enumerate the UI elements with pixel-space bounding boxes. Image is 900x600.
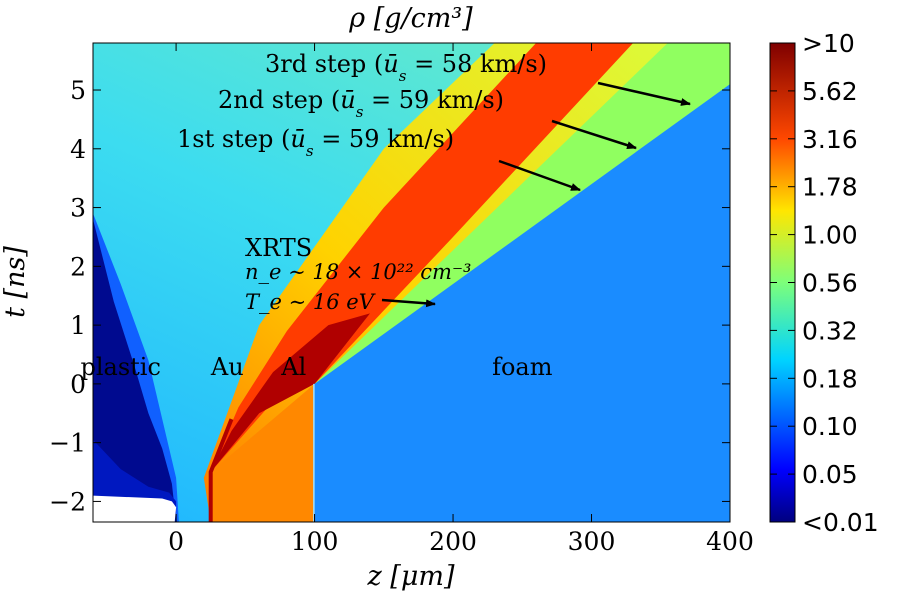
annotation-xrts: XRTS: [245, 234, 312, 262]
x-tick-label: 100: [291, 527, 339, 556]
shocked-foam-layer: [314, 43, 730, 384]
x-tick-label: 200: [429, 527, 477, 556]
x-tick-label: 300: [568, 527, 616, 556]
y-tick-label: 2: [70, 252, 86, 281]
y-axis-label: t [ns]: [0, 246, 31, 318]
y-tick-label: −1: [49, 429, 86, 458]
colorbar-tick-label: 0.18: [802, 364, 858, 393]
colorbar-ticks: >10 5.62 3.16 1.78 1.00 0.56 0.32 0.18 0.10 0.05 <…: [770, 29, 879, 537]
x-tick-label: 400: [706, 527, 754, 556]
arrow-xrts: [381, 298, 436, 308]
al-target-region: [210, 383, 315, 522]
y-tick-label: 4: [70, 135, 86, 164]
region-label: Al: [280, 353, 306, 381]
colorbar-tick-label: 1.78: [802, 173, 858, 202]
foam-region: [314, 84, 730, 522]
plot-area: [93, 43, 730, 522]
y-tick-label: 0: [70, 370, 86, 399]
arrow-step2: [551, 119, 637, 150]
annotation-ne: n_e ∼ 18 × 10²² cm⁻³: [245, 260, 471, 284]
y-tick-label: 5: [70, 76, 86, 105]
colorbar-tick-label: 0.05: [802, 460, 858, 489]
colorbar-tick-label: 5.62: [802, 77, 858, 106]
y-tick-label: −2: [49, 487, 86, 516]
colorbar-tick-label: 0.56: [802, 269, 858, 298]
x-tick-label: 0: [168, 527, 184, 556]
chart-title: ρ [g/cm³]: [348, 3, 473, 34]
y-tick-label: 3: [70, 194, 86, 223]
x-axis: 0 100 200 300 400: [168, 43, 754, 556]
y-axis: −2 −1 0 1 2 3 4 5: [49, 76, 730, 516]
annotations: plastic Au Al foam 3rd step (ūs = 58 km/s)2n…: [80, 50, 691, 381]
arrow-step1: [498, 159, 581, 192]
annotation-step3: 3rd step (ūs = 58 km/s): [265, 50, 547, 85]
colorbar-tick-label: 1.00: [802, 221, 858, 250]
colorbar-tick-label: 3.16: [802, 125, 858, 154]
colorbar-tick-label: >10: [802, 29, 855, 58]
au-layer-line: [208, 418, 234, 522]
region-label: plastic: [80, 353, 160, 381]
colorbar-tick-label: 0.10: [802, 412, 858, 441]
annotation-te: T_e ∼ 16 eV: [245, 290, 376, 314]
plastic-dense-region: [93, 219, 177, 522]
y-tick-label: 1: [70, 311, 86, 340]
annotation-step1: 1st step (ūs = 59 km/s): [177, 125, 454, 160]
region-label: Au: [210, 353, 244, 381]
plot-frame: [92, 42, 731, 523]
region-label: foam: [492, 353, 553, 381]
colorbar-tick-label: 0.32: [802, 316, 858, 345]
colorbar-tick-label: <0.01: [802, 508, 879, 537]
arrow-step3: [597, 81, 691, 106]
dense-au-al-band: [210, 313, 370, 472]
annotation-step2: 2nd step (ūs = 59 km/s): [218, 86, 504, 121]
vacuum-region: [93, 495, 177, 522]
x-axis-label: z [μm]: [366, 561, 454, 592]
